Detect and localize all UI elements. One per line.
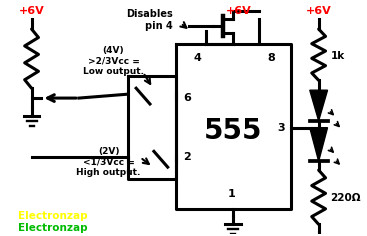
Text: (4V)
>2/3Vcc =
Low output.: (4V) >2/3Vcc = Low output. [83, 46, 144, 76]
Text: Disables
pin 4: Disables pin 4 [126, 9, 172, 31]
Text: 8: 8 [268, 53, 275, 63]
Text: 3: 3 [277, 123, 285, 133]
Text: +6V: +6V [306, 6, 331, 16]
Text: 1: 1 [228, 189, 236, 199]
Text: 555: 555 [204, 117, 262, 145]
Text: +6V: +6V [226, 6, 252, 16]
Text: Electronzap: Electronzap [18, 211, 87, 221]
Polygon shape [310, 90, 327, 121]
Text: 220Ω: 220Ω [331, 193, 361, 203]
Text: 6: 6 [184, 93, 191, 103]
Text: 1k: 1k [331, 51, 345, 61]
Text: 4: 4 [193, 53, 201, 63]
Text: 2: 2 [184, 152, 191, 162]
Text: (2V)
<1/3Vcc =
High output.: (2V) <1/3Vcc = High output. [76, 148, 141, 177]
Polygon shape [310, 128, 327, 161]
Text: +6V: +6V [19, 6, 44, 16]
Text: Electronzap: Electronzap [18, 223, 87, 233]
